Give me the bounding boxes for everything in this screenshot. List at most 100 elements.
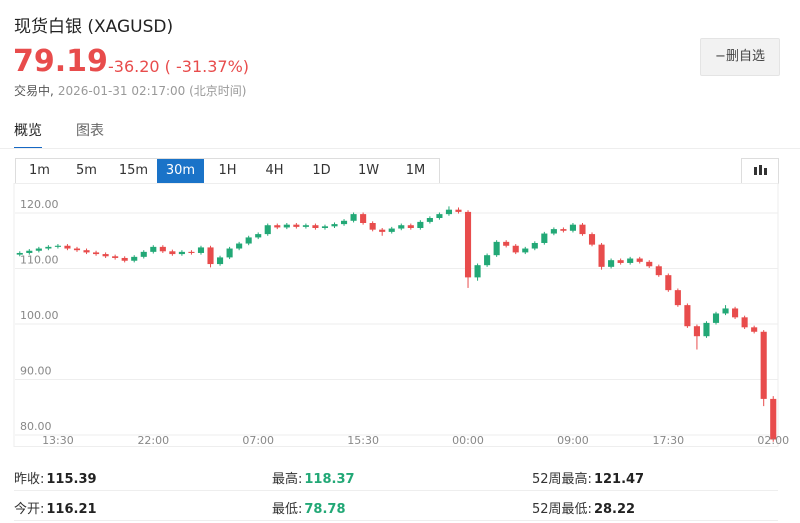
- candle-body: [293, 224, 300, 227]
- stat-value: 115.39: [46, 472, 97, 487]
- candle-body: [712, 313, 720, 323]
- stat-label: 最低:: [272, 502, 303, 517]
- candle-body: [627, 258, 634, 263]
- y-tick-label: 100.00: [20, 309, 59, 322]
- change-pct: ( -31.37%): [164, 57, 250, 76]
- candle-body: [541, 233, 548, 243]
- interval-button[interactable]: 1D: [312, 163, 331, 178]
- status: 交易中, 2026-01-31 02:17:00 (北京时间): [14, 82, 246, 99]
- candle-body: [321, 226, 329, 228]
- candle-body: [503, 241, 510, 246]
- y-tick-label: 80.00: [20, 420, 52, 433]
- stat-value: 78.78: [304, 502, 346, 517]
- interval-button[interactable]: 1W: [357, 163, 380, 178]
- candle-body: [703, 322, 710, 337]
- candle-body: [636, 258, 643, 262]
- candle-body: [150, 246, 157, 252]
- candle-body: [522, 248, 529, 253]
- interval-button[interactable]: 1m: [29, 163, 50, 178]
- stat: 昨收: 115.39: [14, 468, 97, 487]
- candle-body: [436, 214, 443, 219]
- candle-body: [588, 234, 596, 245]
- candle-body: [445, 209, 453, 215]
- change: -36.20 ( -31.37%): [108, 57, 249, 76]
- divider: [0, 148, 800, 149]
- candle-body: [178, 251, 185, 255]
- interval-button[interactable]: 15m: [118, 163, 149, 178]
- interval-button[interactable]: 1H: [218, 163, 237, 178]
- interval-button[interactable]: 1M: [405, 163, 426, 178]
- candle-body: [340, 220, 348, 225]
- stat-value: 121.47: [593, 472, 645, 487]
- candle-body: [131, 256, 138, 261]
- stat: 今开: 116.21: [14, 498, 97, 517]
- candle-body: [608, 260, 615, 267]
- candle-body: [331, 224, 338, 227]
- candle-body: [302, 225, 309, 227]
- candle-body: [26, 250, 33, 253]
- candle-body: [140, 251, 147, 257]
- candle-body: [188, 251, 195, 253]
- interval-button[interactable]: 4H: [265, 163, 284, 178]
- x-tick-label: 17:30: [652, 434, 684, 447]
- candle-body: [360, 214, 367, 224]
- time: 2026-01-31 02:17:00 (北京时间): [57, 84, 247, 98]
- candle-body: [484, 255, 491, 266]
- candle-body: [684, 305, 691, 327]
- separator: [14, 490, 778, 491]
- candle-body: [550, 229, 557, 234]
- x-tick-label: 22:00: [137, 434, 169, 447]
- candle-body: [388, 228, 395, 232]
- candle-body: [665, 275, 672, 291]
- candle-body: [159, 246, 166, 252]
- candle-body: [512, 245, 519, 253]
- separator: [14, 520, 778, 521]
- candle-body: [426, 218, 433, 222]
- candle-body: [398, 225, 405, 229]
- y-tick-label: 110.00: [20, 254, 59, 267]
- chart-frame: [13, 183, 779, 447]
- y-tick-label: 120.00: [20, 198, 59, 211]
- candle-body: [617, 260, 624, 263]
- stat: 52周最低: 28.22: [532, 498, 635, 517]
- stat-label: 52周最高:: [532, 472, 592, 487]
- candle-body: [35, 248, 42, 251]
- tabs: 概览 图表: [14, 120, 138, 149]
- x-tick-label: 15:30: [347, 434, 379, 447]
- candle-body: [369, 223, 376, 230]
- candle-body: [674, 290, 681, 306]
- stat-label: 昨收:: [14, 472, 45, 487]
- candle-body: [121, 257, 128, 261]
- candle-body: [598, 244, 605, 267]
- remove-watchlist-button[interactable]: −删自选: [700, 38, 780, 76]
- chart-type-button[interactable]: [741, 158, 779, 184]
- candle-body: [245, 237, 252, 244]
- candle-body: [474, 265, 481, 278]
- candle-icon: [754, 165, 767, 175]
- price: 79.19: [13, 44, 108, 79]
- stat-value: 28.22: [593, 502, 636, 517]
- interval-button[interactable]: 5m: [76, 163, 97, 178]
- candle-body: [255, 234, 262, 238]
- tab[interactable]: 概览: [14, 123, 42, 149]
- candle-body: [751, 327, 758, 332]
- candle-body: [655, 266, 662, 276]
- tab[interactable]: 图表: [76, 123, 104, 139]
- stat-label: 52周最低:: [532, 502, 592, 517]
- x-tick-label: 02:00: [757, 434, 789, 447]
- candle-body: [274, 225, 281, 228]
- interval-button[interactable]: 30m: [157, 159, 204, 183]
- candle-body: [741, 317, 748, 328]
- candle-body: [455, 209, 462, 212]
- candle-body: [93, 252, 100, 255]
- candle-body: [197, 247, 205, 253]
- x-tick-label: 09:00: [557, 434, 589, 447]
- stat-value: 116.21: [46, 502, 97, 517]
- candle-body: [102, 254, 109, 257]
- title: 现货白银 (XAGUSD): [14, 17, 174, 37]
- interval-bar: 1m 5m 15m 30m 1H 4H 1D 1W 1M: [15, 158, 440, 184]
- candle-body: [207, 247, 214, 265]
- candle-body: [112, 256, 119, 258]
- x-tick-label: 13:30: [42, 434, 74, 447]
- candle-body: [73, 248, 81, 251]
